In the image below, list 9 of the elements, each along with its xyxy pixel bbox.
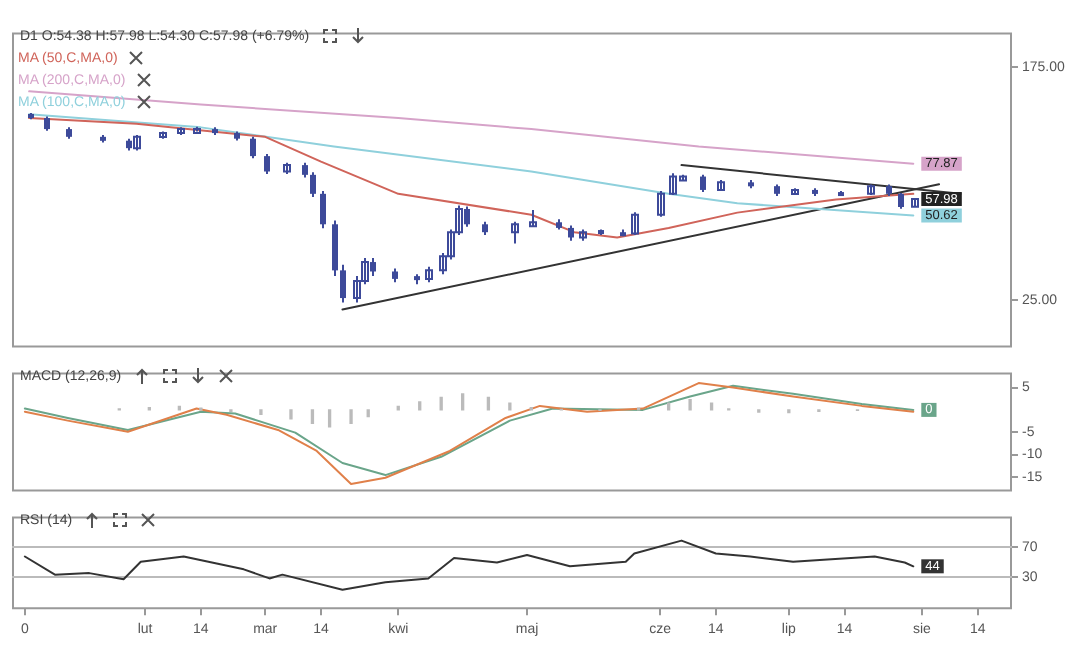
candlestick	[310, 171, 316, 199]
candlestick	[250, 135, 256, 160]
candlestick	[332, 219, 338, 278]
candlestick	[511, 220, 519, 245]
candlestick	[320, 190, 326, 230]
candlestick	[657, 190, 665, 218]
candlestick	[340, 263, 346, 304]
candlestick	[264, 152, 270, 175]
candlestick	[631, 211, 639, 236]
